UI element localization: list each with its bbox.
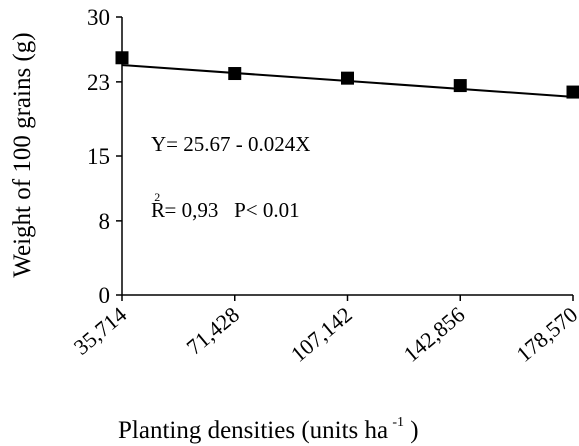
data-points (115, 51, 579, 99)
y-tick-label: 23 (87, 70, 110, 95)
r2-sup: 2 (154, 190, 160, 204)
data-point (453, 79, 467, 93)
data-point (228, 67, 242, 81)
axes (116, 16, 574, 301)
r2-rest: = 0,93 P< 0.01 (165, 198, 300, 222)
x-axis-label: Planting densities (units ha -1 ) (118, 405, 419, 444)
x-axis-label-main: Planting densities (units ha (118, 417, 388, 444)
x-tick-label: 178,570 (511, 302, 579, 367)
data-point (566, 85, 579, 99)
x-tick-labels: 35,714 71,428 107,142 142,856 178,570 (69, 302, 579, 367)
y-tick-label: 15 (87, 144, 110, 169)
data-point (341, 71, 354, 85)
x-tick-label: 71,428 (182, 302, 244, 360)
x-tick-label: 142,856 (399, 302, 470, 367)
y-tick-labels: 0 8 15 23 30 (87, 5, 110, 308)
r2-annotation: R 2 = 0,93 P< 0.01 (151, 182, 300, 222)
equation-annotation: Y= 25.67 - 0.024X (151, 132, 310, 156)
y-tick-label: 0 (99, 283, 111, 308)
x-tick-label: 107,142 (286, 302, 357, 367)
x-axis-label-close: ) (410, 417, 418, 444)
y-axis-label: Weight of 100 grains (g) (9, 32, 36, 277)
y-tick-label: 8 (99, 209, 111, 234)
y-tick-label: 30 (87, 5, 110, 30)
data-point (115, 51, 129, 65)
x-tick-label: 35,714 (69, 302, 131, 360)
x-axis-label-sup: -1 (392, 415, 404, 430)
